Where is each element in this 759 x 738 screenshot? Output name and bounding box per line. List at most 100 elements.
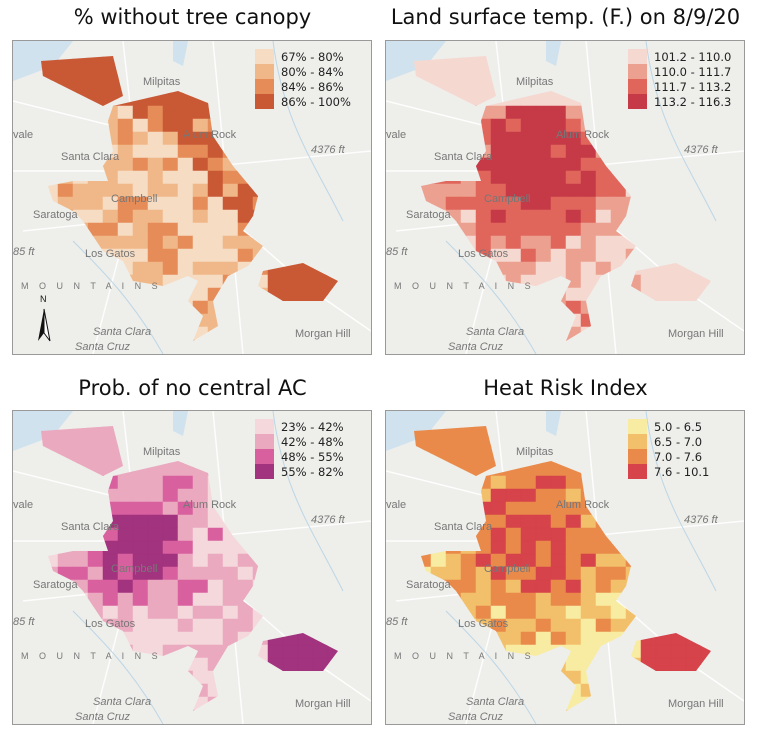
tract xyxy=(297,657,314,672)
tract xyxy=(700,592,711,607)
tract xyxy=(386,223,401,236)
tract xyxy=(731,450,744,463)
tract xyxy=(610,436,627,451)
tract xyxy=(685,592,702,607)
tract xyxy=(580,79,597,94)
tract xyxy=(148,411,163,424)
tract xyxy=(670,605,687,620)
tract xyxy=(550,339,567,341)
tract xyxy=(13,450,28,463)
basemap xyxy=(386,41,744,354)
tract xyxy=(327,118,338,133)
tract xyxy=(731,554,744,567)
tract xyxy=(445,313,462,328)
tract xyxy=(177,235,194,250)
tract xyxy=(626,353,641,354)
tract xyxy=(414,92,417,107)
tract xyxy=(162,553,179,568)
tract xyxy=(72,118,89,133)
tract xyxy=(282,501,299,516)
tract xyxy=(505,261,522,276)
tract xyxy=(415,540,432,555)
tract xyxy=(670,183,687,198)
tract xyxy=(685,196,702,211)
tract xyxy=(415,144,432,159)
tract xyxy=(520,631,537,646)
tract xyxy=(565,261,582,276)
tract xyxy=(177,553,194,568)
tract xyxy=(192,339,209,341)
tract xyxy=(117,527,134,542)
tract xyxy=(223,353,238,354)
tract xyxy=(42,261,59,276)
tract xyxy=(87,105,104,120)
tract xyxy=(535,144,552,159)
tract xyxy=(716,515,731,528)
tract xyxy=(595,449,612,464)
tract xyxy=(343,262,358,275)
tract xyxy=(87,475,104,490)
tract xyxy=(147,670,164,685)
tract xyxy=(177,579,194,594)
tract xyxy=(505,300,522,315)
tract xyxy=(536,723,551,724)
tract xyxy=(282,579,299,594)
tract xyxy=(731,645,744,658)
tract xyxy=(162,287,179,302)
tract xyxy=(72,426,89,438)
tract xyxy=(177,222,194,237)
tract xyxy=(298,723,313,724)
tract xyxy=(41,183,44,198)
tract xyxy=(41,540,44,555)
tract xyxy=(343,171,358,184)
tract xyxy=(13,671,28,684)
map-label-alum-rock: Alum Rock xyxy=(183,129,237,141)
tract xyxy=(565,475,582,490)
tract xyxy=(716,567,731,580)
tract xyxy=(72,326,89,341)
tract xyxy=(267,144,284,159)
tract xyxy=(490,92,507,107)
tract xyxy=(343,502,358,515)
tract xyxy=(147,235,164,250)
tract xyxy=(162,274,179,289)
tract xyxy=(58,723,73,724)
tract xyxy=(461,723,476,724)
tract xyxy=(313,353,328,354)
tract xyxy=(177,527,194,542)
tract xyxy=(87,79,104,94)
legend-label: 80% - 84% xyxy=(281,64,344,79)
tract xyxy=(430,131,447,146)
tract xyxy=(610,644,627,659)
tract xyxy=(685,183,702,198)
tract xyxy=(162,248,179,263)
tract xyxy=(147,579,164,594)
tract xyxy=(13,515,28,528)
tract xyxy=(640,553,657,568)
tract xyxy=(386,541,401,554)
tract xyxy=(625,683,642,698)
tract xyxy=(358,723,371,724)
tract xyxy=(207,287,224,302)
tract xyxy=(580,696,597,711)
tract xyxy=(580,222,597,237)
map-label-milpitas: Milpitas xyxy=(143,76,181,88)
tract xyxy=(312,488,329,503)
legend-item: 101.2 - 110.0 xyxy=(628,49,731,64)
tract xyxy=(222,287,239,302)
map-panel: Milpitas Alum Rock vale Santa Clara Campbell… xyxy=(385,40,745,355)
tract xyxy=(177,261,194,276)
tract xyxy=(610,157,627,172)
tract xyxy=(72,683,89,698)
tract xyxy=(13,684,28,697)
tract xyxy=(565,631,582,646)
tract xyxy=(550,631,567,646)
tract xyxy=(237,170,254,185)
tract xyxy=(42,553,59,568)
tract xyxy=(192,514,209,529)
tract xyxy=(595,605,612,620)
legend-swatch xyxy=(255,434,274,449)
tract xyxy=(13,353,28,354)
tract xyxy=(520,170,537,185)
tract xyxy=(207,300,224,315)
